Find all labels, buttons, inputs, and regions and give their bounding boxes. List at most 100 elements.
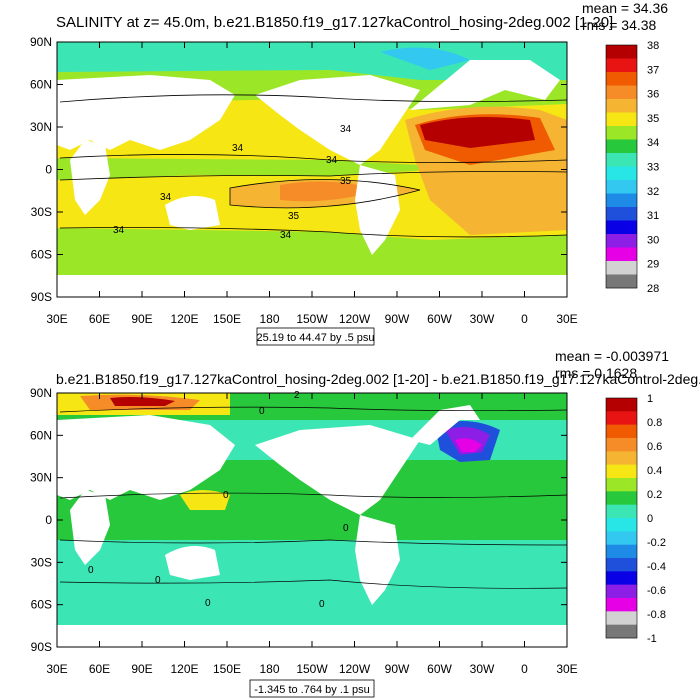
greenland: [410, 405, 480, 445]
panel-1-x-axis: 30E 60E 90E 120E 150E 180 150W 120W 90W 60W 30W 0 30…: [46, 42, 578, 326]
colorbar-swatch: [606, 531, 637, 545]
colorbar-label: 0.8: [647, 417, 662, 429]
contour-line: [229, 179, 421, 209]
x-tick-label: 150W: [296, 662, 328, 676]
colorbar-label: 38: [647, 40, 659, 52]
panel-2-colorbar: 1 0.8 0.6 0.4 0.2 0 -0.2 -0.4 -0.6 -0.8 -1: [605, 393, 666, 645]
colorbar-label: -0.4: [647, 561, 666, 573]
colorbar-swatch: [606, 139, 637, 154]
panel-1-range-box: [256, 327, 375, 346]
x-tick-label: 0: [521, 662, 528, 676]
colorbar-swatch: [606, 166, 637, 181]
x-tick-label: 30E: [556, 662, 577, 676]
x-tick-label: 120E: [170, 662, 198, 676]
australia: [165, 546, 220, 580]
colorbar-label: 0: [647, 513, 653, 525]
panel-2-range-label: -1.345 to .764 by .1 psu: [254, 684, 370, 696]
x-tick-label: 150E: [213, 312, 241, 326]
x-tick-label: 90W: [385, 662, 410, 676]
colorbar-swatch: [606, 126, 637, 140]
contour-line: [59, 94, 568, 103]
colorbar-swatch: [606, 438, 637, 452]
colorbar-swatch: [606, 58, 637, 73]
colorbar-label: 32: [647, 186, 659, 198]
colorbar-frame: [605, 44, 638, 289]
colorbar-label: -0.6: [647, 585, 666, 597]
x-tick-label: 180: [259, 312, 279, 326]
field-atlantic-core: [420, 116, 535, 148]
contour-line: [59, 154, 568, 163]
south-america: [355, 165, 400, 255]
contour-label: 0: [223, 490, 229, 501]
contour-label: 2: [294, 390, 300, 401]
panel-2-title: b.e21.B1850.f19_g17.127kaControl_hosing-…: [56, 371, 700, 387]
y-tick-label: 30N: [30, 120, 52, 134]
panel-2-x-axis: 30E 60E 90E 120E 150E 180 150W 120W 90W 60W 30W 0 30…: [46, 393, 578, 676]
colorbar-label: 30: [647, 234, 659, 246]
colorbar-swatch: [606, 72, 637, 86]
colorbar-swatch: [606, 611, 637, 625]
contour-label: 0: [259, 406, 265, 417]
x-tick-label: 30E: [46, 312, 67, 326]
africa: [70, 490, 110, 565]
contour-labels: 34 34 34 34 35 34 35 34: [113, 124, 352, 241]
y-tick-label: 60S: [31, 248, 52, 262]
colorbar-label: 37: [647, 64, 659, 76]
contour-label: 34: [280, 230, 292, 241]
contour-label: 34: [160, 192, 172, 203]
y-tick-label: 90N: [30, 386, 52, 400]
colorbar-swatch: [606, 518, 637, 532]
x-tick-label: 30E: [556, 312, 577, 326]
eurasia: [57, 75, 235, 150]
panel-2-mean: mean = -0.003971: [555, 348, 669, 364]
contour-label: 34: [232, 143, 244, 154]
field-west-pacific-positive: [180, 490, 230, 510]
australia: [165, 196, 220, 230]
field-band-south: [57, 540, 567, 625]
panel-1-field: 34 34 34 34 35 34 35 34: [57, 42, 568, 297]
colorbar-swatch: [606, 180, 637, 194]
contour-label: 0: [343, 523, 349, 534]
colorbar-label: 36: [647, 89, 659, 101]
contour-label: 35: [288, 211, 300, 222]
colorbar-swatch: [606, 571, 637, 585]
colorbar-swatch: [606, 45, 637, 59]
panel-2-field: 2 0 0 0 0 0 0 0: [57, 390, 568, 647]
panel-1-rms: rms = 34.38: [582, 17, 657, 33]
colorbar-swatch: [606, 99, 637, 113]
x-tick-label: 30W: [470, 662, 495, 676]
colorbar-label: 28: [647, 283, 659, 295]
colorbar-swatch: [606, 261, 637, 275]
colorbar-label: 31: [647, 210, 659, 222]
colorbar-swatch: [606, 451, 637, 465]
colorbar-label: -1: [647, 633, 657, 645]
colorbar-label: 0.4: [647, 465, 662, 477]
x-tick-label: 60E: [89, 312, 110, 326]
y-tick-label: 30S: [31, 555, 52, 569]
x-tick-label: 60W: [427, 662, 452, 676]
y-tick-label: 0: [45, 513, 52, 527]
contour-label: 0: [155, 575, 161, 586]
salinity-panel: SALINITY at z= 45.0m, b.e21.B1850.f19_g1…: [30, 0, 668, 346]
colorbar-swatch: [606, 504, 637, 519]
y-tick-label: 60S: [31, 598, 52, 612]
greenland: [410, 60, 560, 110]
colorbar-label: 33: [647, 162, 659, 174]
y-tick-label: 30N: [30, 471, 52, 485]
contour-labels: 2 0 0 0 0 0 0 0: [88, 390, 349, 610]
colorbar-swatch: [606, 424, 637, 439]
panel-2-rms: rms = 0.1628: [555, 365, 637, 381]
africa: [70, 140, 110, 215]
y-tick-label: 60N: [30, 78, 52, 92]
colorbar-swatch: [606, 584, 637, 599]
colorbar-label: 1: [647, 393, 653, 405]
colorbar-swatch: [606, 220, 637, 235]
contour-line: [59, 539, 568, 546]
colorbar-label: -0.8: [647, 609, 666, 621]
contour-line: [59, 579, 568, 589]
colorbar-swatch: [606, 478, 637, 492]
colorbar-swatch: [606, 274, 637, 289]
contours: [59, 94, 568, 238]
colorbar-label: 34: [647, 137, 659, 149]
